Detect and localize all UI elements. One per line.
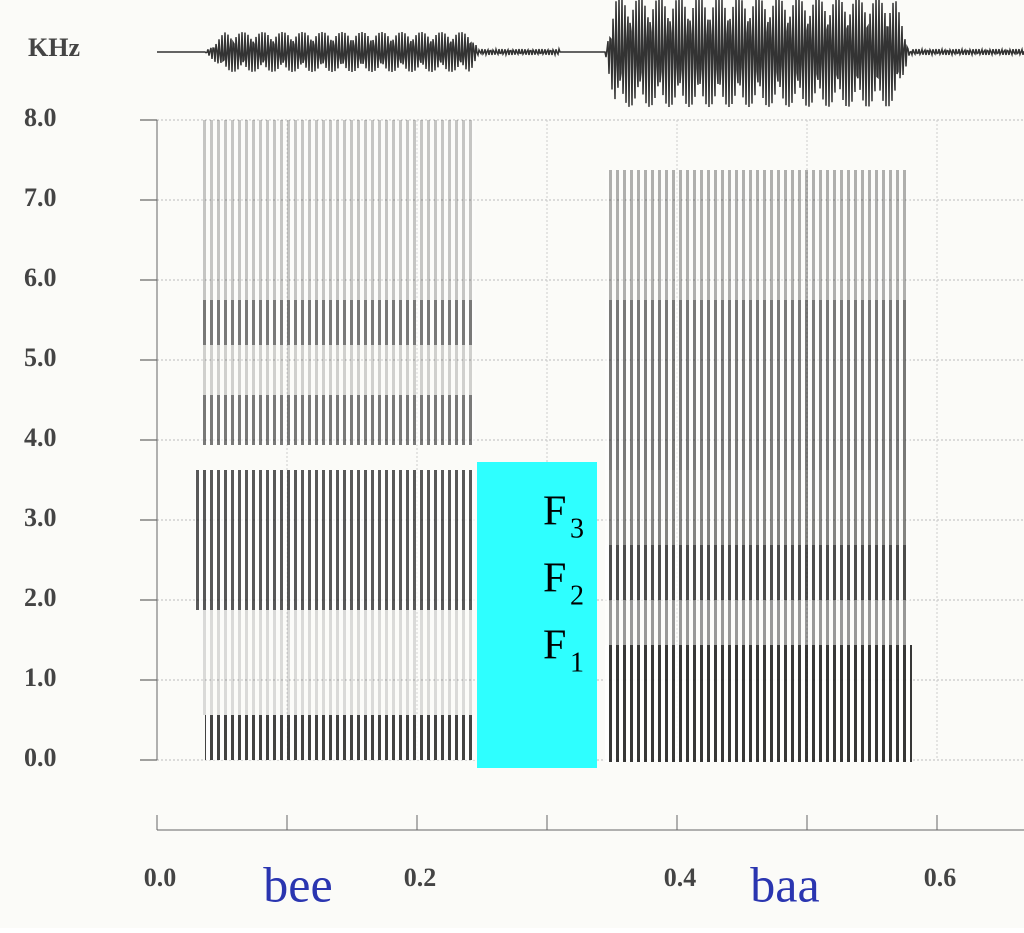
y-tick-label: 8.0 xyxy=(24,103,57,132)
axis-labels: 8.0 7.0 6.0 5.0 4.0 3.0 2.0 1.0 0.0 0.0 0.2 0.4 0.6 xyxy=(24,103,956,892)
formant-index: 1 xyxy=(570,647,584,678)
formant-index: 2 xyxy=(570,580,584,611)
formant-box xyxy=(477,462,597,768)
y-tick-label: 1.0 xyxy=(24,663,57,692)
y-tick-label: 0.0 xyxy=(24,743,57,772)
energy-band xyxy=(605,645,912,762)
energy-band xyxy=(605,600,910,645)
energy-band xyxy=(200,120,475,300)
waveform xyxy=(157,0,1024,108)
y-tick-label: 4.0 xyxy=(24,423,57,452)
formant-letter: F xyxy=(543,556,566,602)
energy-band xyxy=(200,610,475,715)
y-tick-label: 2.0 xyxy=(24,583,57,612)
formant-index: 3 xyxy=(570,513,584,544)
x-tick-label: 0.4 xyxy=(664,863,697,892)
energy-band xyxy=(200,345,475,395)
formant-letter: F xyxy=(543,489,566,535)
energy-band xyxy=(605,170,910,300)
energy-band xyxy=(605,470,910,545)
energy-band xyxy=(205,715,475,760)
formant-labels: F 3F 2F 1 xyxy=(543,489,584,679)
spectrogram xyxy=(195,120,912,762)
y-tick-label: 3.0 xyxy=(24,503,57,532)
x-tick-label: 0.2 xyxy=(404,863,437,892)
word-label: baa xyxy=(750,856,819,912)
y-axis-unit: KHz xyxy=(28,33,80,62)
y-tick-label: 7.0 xyxy=(24,183,57,212)
energy-band xyxy=(605,545,910,600)
formant-letter: F xyxy=(543,623,566,669)
energy-band xyxy=(195,470,475,610)
energy-band xyxy=(200,300,475,345)
x-tick-label: 0.6 xyxy=(924,863,957,892)
energy-band xyxy=(605,300,910,470)
y-tick-label: 5.0 xyxy=(24,343,57,372)
word-label: bee xyxy=(263,856,332,912)
energy-band xyxy=(200,395,475,445)
y-tick-label: 6.0 xyxy=(24,263,57,292)
x-tick-label: 0.0 xyxy=(144,863,177,892)
